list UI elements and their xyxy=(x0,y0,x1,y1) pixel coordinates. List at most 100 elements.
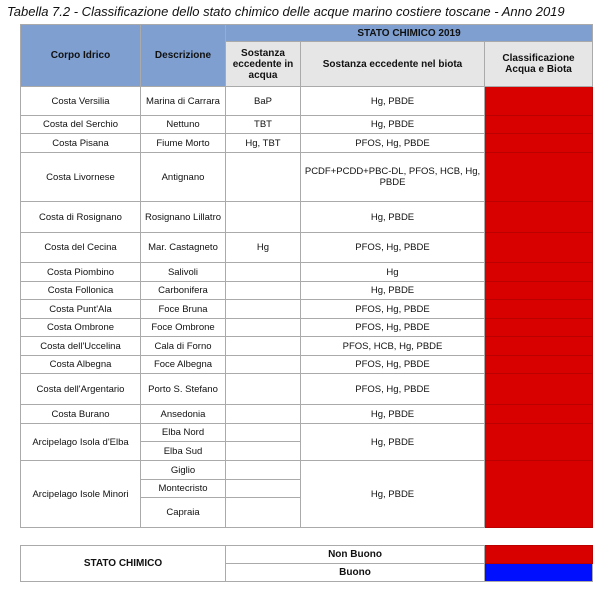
cell-classificazione-non-buono xyxy=(484,86,593,116)
cell-classificazione-non-buono xyxy=(484,232,593,263)
cell-descrizione: Foce Ombrone xyxy=(140,318,226,337)
cell-descrizione: Antignano xyxy=(140,152,226,202)
cell-corpo-idrico: Costa Albegna xyxy=(20,355,141,374)
table-row: Costa di Rosignano Rosignano Lillatro Hg, … xyxy=(20,201,593,233)
cell-biota: Hg, PBDE xyxy=(300,460,485,528)
cell-acqua xyxy=(225,262,301,282)
cell-corpo-idrico: Costa Livornese xyxy=(20,152,141,202)
cell-descrizione: Foce Bruna xyxy=(140,299,226,319)
header-acqua: Sostanza eccedente in acqua xyxy=(225,41,301,87)
cell-descrizione: Giglio xyxy=(140,460,226,480)
table-row: Costa del Serchio Nettuno TBT Hg, PBDE xyxy=(20,115,593,134)
legend-label: STATO CHIMICO xyxy=(20,545,226,582)
legend-table: STATO CHIMICO Non Buono Buono xyxy=(20,545,593,582)
cell-descrizione: Nettuno xyxy=(140,115,226,134)
table-row: Arcipelago Isola d'Elba Elba Nord Hg, PBDE xyxy=(20,423,593,461)
cell-descrizione: Foce Albegna xyxy=(140,355,226,374)
table-row: Costa Follonica Carbonifera Hg, PBDE xyxy=(20,281,593,300)
cell-acqua xyxy=(225,460,301,480)
cell-classificazione-non-buono xyxy=(484,281,593,300)
legend-item-label: Non Buono xyxy=(225,545,485,564)
cell-biota: Hg, PBDE xyxy=(300,423,485,461)
cell-descrizione: Elba Nord xyxy=(140,423,226,442)
cell-acqua xyxy=(225,355,301,374)
cell-biota: Hg, PBDE xyxy=(300,281,485,300)
table-row: Costa Punt'Ala Foce Bruna PFOS, Hg, PBDE xyxy=(20,299,593,319)
table-row: Capraia xyxy=(21,497,593,528)
cell-biota: Hg, PBDE xyxy=(300,201,485,233)
cell-acqua: Hg, TBT xyxy=(225,133,301,153)
cell-biota: PFOS, Hg, PBDE xyxy=(300,232,485,263)
cell-descrizione: Capraia xyxy=(140,497,226,528)
cell-biota: PFOS, Hg, PBDE xyxy=(300,299,485,319)
cell-descrizione: Cala di Forno xyxy=(140,336,226,356)
cell-acqua: BaP xyxy=(225,86,301,116)
header-stato-chimico-2019: STATO CHIMICO 2019 xyxy=(225,24,593,42)
cell-acqua xyxy=(225,373,301,405)
header-biota: Sostanza eccedente nel biota xyxy=(300,41,485,87)
cell-acqua xyxy=(225,281,301,300)
cell-corpo-idrico: Costa Punt'Ala xyxy=(20,299,141,319)
table-title: Tabella 7.2 - Classificazione dello stat… xyxy=(7,4,565,19)
cell-classificazione-non-buono xyxy=(484,318,593,337)
table-row: Costa Piombino Salivoli Hg xyxy=(20,262,593,282)
cell-acqua xyxy=(225,423,301,442)
table-row: Arcipelago Isole Minori Giglio Hg, PBDE xyxy=(20,460,593,528)
cell-classificazione-non-buono xyxy=(484,423,593,461)
cell-biota: PCDF+PCDD+PBC-DL, PFOS, HCB, Hg, PBDE xyxy=(300,152,485,202)
table-row: Elba Sud xyxy=(21,441,593,461)
cell-biota: PFOS, Hg, PBDE xyxy=(300,355,485,374)
cell-classificazione-non-buono xyxy=(484,133,593,153)
chemical-status-table: Corpo Idrico Descrizione STATO CHIMICO 2… xyxy=(20,24,593,528)
cell-descrizione: Porto S. Stefano xyxy=(140,373,226,405)
table-row: Costa dell'Uccelina Cala di Forno PFOS, HC… xyxy=(20,336,593,356)
cell-biota: Hg, PBDE xyxy=(300,86,485,116)
cell-descrizione: Montecristo xyxy=(140,479,226,498)
table-row: Costa Burano Ansedonia Hg, PBDE xyxy=(20,404,593,424)
cell-biota: PFOS, Hg, PBDE xyxy=(300,133,485,153)
cell-biota: Hg xyxy=(300,262,485,282)
cell-classificazione-non-buono xyxy=(484,201,593,233)
cell-descrizione: Elba Sud xyxy=(140,441,226,461)
cell-classificazione-non-buono xyxy=(484,373,593,405)
cell-corpo-idrico: Costa Versilia xyxy=(20,86,141,116)
cell-classificazione-non-buono xyxy=(484,404,593,424)
table-row: Costa Pisana Fiume Morto Hg, TBT PFOS, Hg, … xyxy=(20,133,593,153)
cell-descrizione: Salivoli xyxy=(140,262,226,282)
table-row: Montecristo xyxy=(21,479,593,498)
cell-acqua xyxy=(225,152,301,202)
cell-biota: PFOS, HCB, Hg, PBDE xyxy=(300,336,485,356)
cell-corpo-idrico: Costa Follonica xyxy=(20,281,141,300)
cell-corpo-idrico: Costa dell'Uccelina xyxy=(20,336,141,356)
header-classificazione: Classificazione Acqua e Biota xyxy=(484,41,593,87)
cell-descrizione: Mar. Castagneto xyxy=(140,232,226,263)
cell-corpo-idrico: Costa Piombino xyxy=(20,262,141,282)
cell-acqua xyxy=(225,201,301,233)
table-row: Costa del Cecina Mar. Castagneto Hg PFOS, H… xyxy=(20,232,593,263)
cell-acqua xyxy=(225,479,301,498)
cell-biota: PFOS, Hg, PBDE xyxy=(300,318,485,337)
cell-descrizione: Marina di Carrara xyxy=(140,86,226,116)
table-row: Costa Versilia Marina di Carrara BaP Hg, PB… xyxy=(20,86,593,116)
cell-acqua: Hg xyxy=(225,232,301,263)
cell-acqua xyxy=(225,441,301,461)
cell-acqua xyxy=(225,497,301,528)
table-row: Costa Albegna Foce Albegna PFOS, Hg, PBDE xyxy=(20,355,593,374)
cell-classificazione-non-buono xyxy=(484,299,593,319)
cell-corpo-idrico: Costa Pisana xyxy=(20,133,141,153)
header-descrizione: Descrizione xyxy=(140,24,226,87)
cell-descrizione: Ansedonia xyxy=(140,404,226,424)
cell-corpo-idrico: Costa di Rosignano xyxy=(20,201,141,233)
table-row: Costa dell'Argentario Porto S. Stefano PFO… xyxy=(20,373,593,405)
header-corpo-idrico: Corpo Idrico xyxy=(20,24,141,87)
cell-corpo-idrico: Costa dell'Argentario xyxy=(20,373,141,405)
cell-corpo-idrico: Costa del Serchio xyxy=(20,115,141,134)
cell-acqua xyxy=(225,404,301,424)
cell-classificazione-non-buono xyxy=(484,460,593,528)
legend-swatch-buono xyxy=(484,563,593,582)
legend-item-label: Buono xyxy=(225,563,485,582)
cell-classificazione-non-buono xyxy=(484,152,593,202)
cell-descrizione: Rosignano Lillatro xyxy=(140,201,226,233)
cell-corpo-idrico: Arcipelago Isola d'Elba xyxy=(20,423,141,461)
table-row: Costa Ombrone Foce Ombrone PFOS, Hg, PBDE xyxy=(20,318,593,337)
